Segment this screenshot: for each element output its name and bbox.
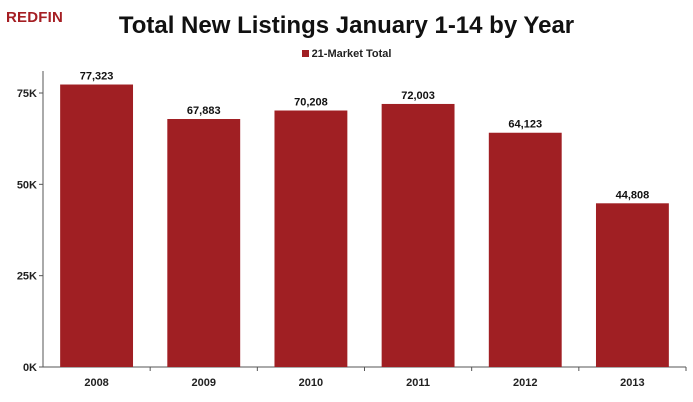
y-tick-label: 25K	[17, 271, 37, 283]
x-tick-label: 2010	[299, 377, 323, 389]
data-label: 64,123	[508, 119, 542, 131]
bar	[595, 203, 669, 367]
data-label: 72,003	[401, 90, 435, 102]
y-tick-label: 0K	[23, 362, 37, 374]
chart-legend: 21-Market Total	[0, 48, 693, 60]
chart-title: Total New Listings January 1-14 by Year	[118, 12, 575, 39]
bar	[167, 119, 241, 368]
redfin-logo: REDFIN	[6, 9, 64, 26]
x-tick-label: 2009	[192, 377, 216, 389]
data-label: 44,808	[616, 189, 650, 201]
chart-labels: 77,323 2008 67,883 2009 70,208 2010 72,003 2011…	[80, 71, 649, 389]
bar	[381, 103, 455, 368]
y-tick-label: 50K	[17, 179, 37, 191]
legend-swatch	[301, 50, 309, 57]
x-tick-label: 2013	[620, 377, 644, 389]
data-label: 67,883	[187, 105, 221, 117]
x-tick-label: 2011	[406, 377, 430, 389]
y-tick-label: 75K	[17, 88, 37, 100]
chart-axes: 0K 25K 50K 75K	[17, 71, 687, 374]
data-label: 70,208	[294, 97, 328, 109]
x-tick-label: 2012	[513, 377, 537, 389]
bar	[274, 110, 348, 367]
x-tick-label: 2008	[84, 377, 108, 389]
data-label: 77,323	[80, 71, 114, 83]
bar	[60, 84, 134, 367]
bar	[488, 132, 562, 367]
legend-label: 21-Market Total	[311, 48, 392, 60]
chart-bars	[60, 84, 669, 368]
